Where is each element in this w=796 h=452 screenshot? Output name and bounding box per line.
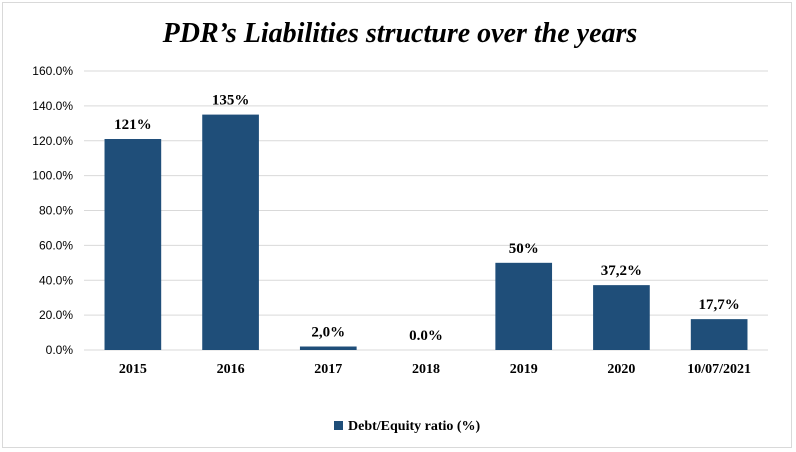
- x-tick-label: 10/07/2021: [687, 362, 751, 377]
- x-tick-label: 2020: [607, 362, 635, 377]
- data-label: 17,7%: [699, 297, 740, 313]
- data-label: 50%: [509, 241, 539, 257]
- legend: Debt/Equity ratio (%): [334, 419, 481, 434]
- y-tick-label: 40.0%: [39, 273, 73, 287]
- legend-swatch: [334, 421, 343, 430]
- y-tick-label: 0.0%: [46, 343, 74, 357]
- chart-title: PDR’s Liabilities structure over the yea…: [162, 18, 638, 49]
- y-tick-label: 60.0%: [39, 238, 73, 252]
- bar: [104, 139, 162, 350]
- y-tick-label: 20.0%: [39, 308, 73, 322]
- x-tick-label: 2016: [217, 362, 245, 377]
- x-axis-ticks: 2015 2016 2017 2018 2019 2020 10/07/2021: [119, 362, 751, 377]
- data-label: 135%: [212, 93, 250, 109]
- gridlines: [84, 70, 768, 351]
- data-label: 37,2%: [601, 263, 642, 279]
- bars: [104, 114, 748, 350]
- bar: [202, 114, 259, 350]
- legend-label: Debt/Equity ratio (%): [348, 419, 481, 434]
- x-tick-label: 2019: [510, 362, 538, 377]
- y-tick-label: 160.0%: [32, 64, 73, 78]
- y-tick-label: 80.0%: [39, 204, 73, 218]
- bar: [495, 262, 553, 350]
- y-tick-label: 100.0%: [32, 169, 73, 183]
- y-tick-label: 140.0%: [32, 99, 73, 113]
- data-labels: 121% 135% 2,0% 0.0% 50% 37,2% 17,7%: [114, 93, 740, 344]
- data-label: 2,0%: [311, 325, 345, 341]
- bar: [593, 285, 650, 350]
- x-tick-label: 2018: [412, 362, 440, 377]
- bar: [299, 346, 357, 350]
- data-label: 0.0%: [409, 328, 443, 344]
- y-tick-label: 120.0%: [32, 134, 73, 148]
- y-axis-ticks: 0.0% 20.0% 40.0% 60.0% 80.0% 100.0% 120.0% 140.…: [32, 64, 73, 357]
- x-tick-label: 2015: [119, 362, 147, 377]
- data-label: 121%: [114, 117, 152, 133]
- bar: [690, 319, 748, 350]
- x-tick-label: 2017: [314, 362, 342, 377]
